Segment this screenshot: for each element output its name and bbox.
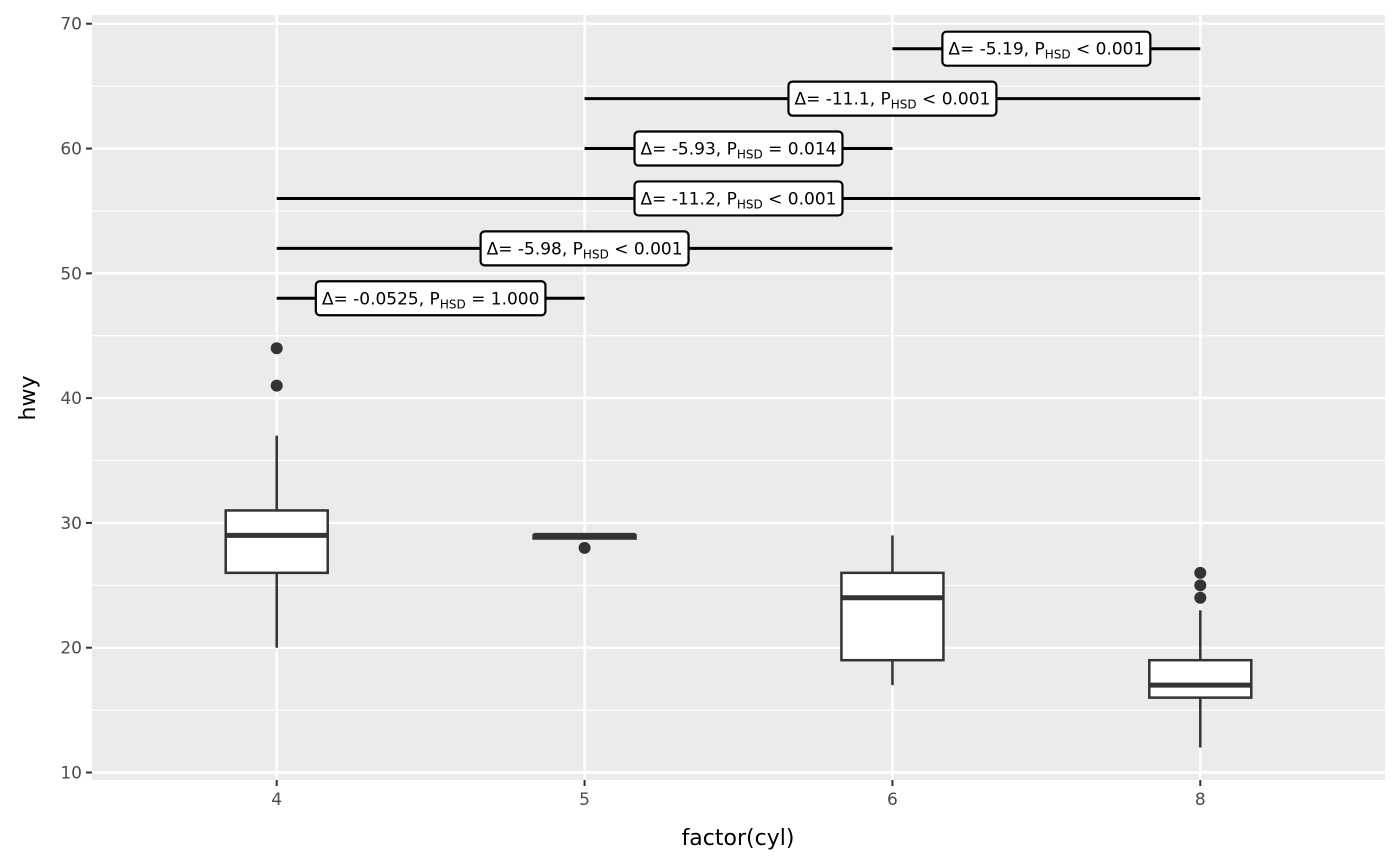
label-box bbox=[314, 280, 547, 317]
outlier-point bbox=[270, 342, 283, 355]
y-tick-label: 30 bbox=[60, 514, 82, 534]
outlier-point bbox=[270, 379, 283, 392]
label-box bbox=[479, 230, 690, 267]
outlier-point bbox=[1194, 591, 1207, 604]
box-iqr bbox=[840, 571, 945, 662]
y-axis-title: hwy bbox=[16, 376, 41, 421]
label-prefix: Δ= -11.2, P bbox=[641, 189, 737, 209]
label-suffix: = 1.000 bbox=[466, 289, 540, 309]
x-tick-label: 4 bbox=[271, 790, 282, 810]
y-tick-label: 10 bbox=[60, 764, 82, 784]
comparison-label: Δ= -5.93, PHSD = 0.014 bbox=[633, 130, 844, 167]
box-6 bbox=[840, 535, 945, 686]
label-suffix: = 0.014 bbox=[763, 140, 837, 160]
label-suffix: < 0.001 bbox=[609, 239, 683, 259]
label-box bbox=[633, 130, 844, 167]
label-subscript: HSD bbox=[1045, 48, 1071, 62]
box-iqr bbox=[1148, 658, 1253, 699]
y-tick-label: 70 bbox=[60, 15, 82, 35]
comparison-label: Δ= -5.98, PHSD < 0.001 bbox=[479, 230, 690, 267]
y-tick-label: 40 bbox=[60, 389, 82, 409]
label-subscript: HSD bbox=[737, 148, 763, 162]
box-iqr bbox=[224, 509, 329, 575]
comparison-label: Δ= -11.1, PHSD < 0.001 bbox=[787, 80, 998, 117]
x-axis-title: factor(cyl) bbox=[682, 826, 795, 851]
outlier-point bbox=[1194, 579, 1207, 592]
label-suffix: < 0.001 bbox=[917, 90, 991, 110]
axes: 10 20 30 40 50 60 70 4 5 6 8 bbox=[60, 15, 1205, 810]
label-text: Δ= -5.98, PHSD < 0.001 bbox=[487, 239, 683, 261]
outlier-point bbox=[1194, 566, 1207, 579]
comparison-label: Δ= -0.0525, PHSD = 1.000 bbox=[314, 280, 547, 317]
box-4 bbox=[224, 342, 329, 648]
x-tick-label: 5 bbox=[579, 790, 590, 810]
x-tick-label: 6 bbox=[887, 790, 898, 810]
label-prefix: Δ= -5.19, P bbox=[948, 40, 1044, 60]
label-suffix: < 0.001 bbox=[763, 189, 837, 209]
y-tick-label: 60 bbox=[60, 140, 82, 160]
y-tick-label: 20 bbox=[60, 639, 82, 659]
label-text: Δ= -11.2, PHSD < 0.001 bbox=[641, 189, 837, 211]
label-subscript: HSD bbox=[737, 197, 763, 211]
label-suffix: < 0.001 bbox=[1071, 40, 1145, 60]
label-prefix: Δ= -5.98, P bbox=[487, 239, 583, 259]
label-subscript: HSD bbox=[891, 98, 917, 112]
x-tick-label: 8 bbox=[1195, 790, 1206, 810]
label-prefix: Δ= -5.93, P bbox=[641, 140, 737, 160]
label-subscript: HSD bbox=[440, 297, 466, 311]
label-box bbox=[941, 30, 1152, 67]
label-text: Δ= -5.93, PHSD = 0.014 bbox=[641, 140, 837, 162]
comparison-label: Δ= -5.19, PHSD < 0.001 bbox=[941, 30, 1152, 67]
label-text: Δ= -11.1, PHSD < 0.001 bbox=[794, 90, 990, 112]
box-8 bbox=[1148, 566, 1253, 748]
label-prefix: Δ= -11.1, P bbox=[794, 90, 890, 110]
label-subscript: HSD bbox=[583, 247, 609, 261]
comparison-label: Δ= -11.2, PHSD < 0.001 bbox=[633, 180, 844, 217]
label-text: Δ= -0.0525, PHSD = 1.000 bbox=[322, 289, 540, 311]
y-tick-label: 50 bbox=[60, 264, 82, 284]
label-text: Δ= -5.19, PHSD < 0.001 bbox=[948, 40, 1144, 62]
label-box bbox=[633, 180, 844, 217]
box-5 bbox=[532, 532, 637, 554]
boxes bbox=[224, 342, 1253, 748]
outlier-point bbox=[578, 541, 591, 554]
label-box bbox=[787, 80, 998, 117]
label-prefix: Δ= -0.0525, P bbox=[322, 289, 440, 309]
